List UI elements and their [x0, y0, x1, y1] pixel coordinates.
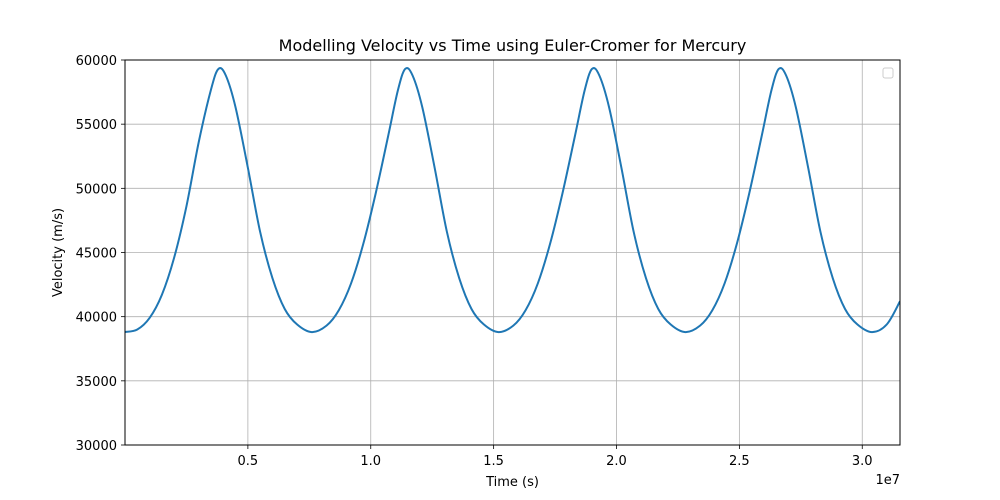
- x-axis-offset-label: 1e7: [875, 473, 900, 488]
- y-tick-label: 30000: [76, 439, 117, 454]
- x-tick-label: 3.0: [852, 454, 873, 469]
- chart-title: Modelling Velocity vs Time using Euler-C…: [279, 36, 747, 55]
- grid: [125, 59, 900, 446]
- x-tick-label: 1.0: [360, 454, 381, 469]
- y-tick-label: 60000: [76, 54, 117, 69]
- x-tick-label: 2.0: [606, 454, 627, 469]
- plot-area: [125, 67, 900, 334]
- y-tick-label: 45000: [76, 247, 117, 262]
- y-tick-label: 50000: [76, 182, 117, 197]
- y-tick-label: 55000: [76, 118, 117, 133]
- x-tick-label: 0.5: [238, 454, 259, 469]
- x-tick-label: 2.5: [729, 454, 750, 469]
- ticks: 0.5 1.0 1.5 2.0 2.5 3.0 30000 35000 40000 45000 50…: [76, 54, 873, 469]
- legend-box: [882, 67, 894, 79]
- y-tick-label: 40000: [76, 311, 117, 326]
- x-axis-label: Time (s): [485, 475, 539, 490]
- x-tick-label: 1.5: [483, 454, 504, 469]
- y-tick-label: 35000: [76, 375, 117, 390]
- y-axis-label: Velocity (m/s): [51, 208, 66, 297]
- velocity-series-line: [125, 67, 900, 334]
